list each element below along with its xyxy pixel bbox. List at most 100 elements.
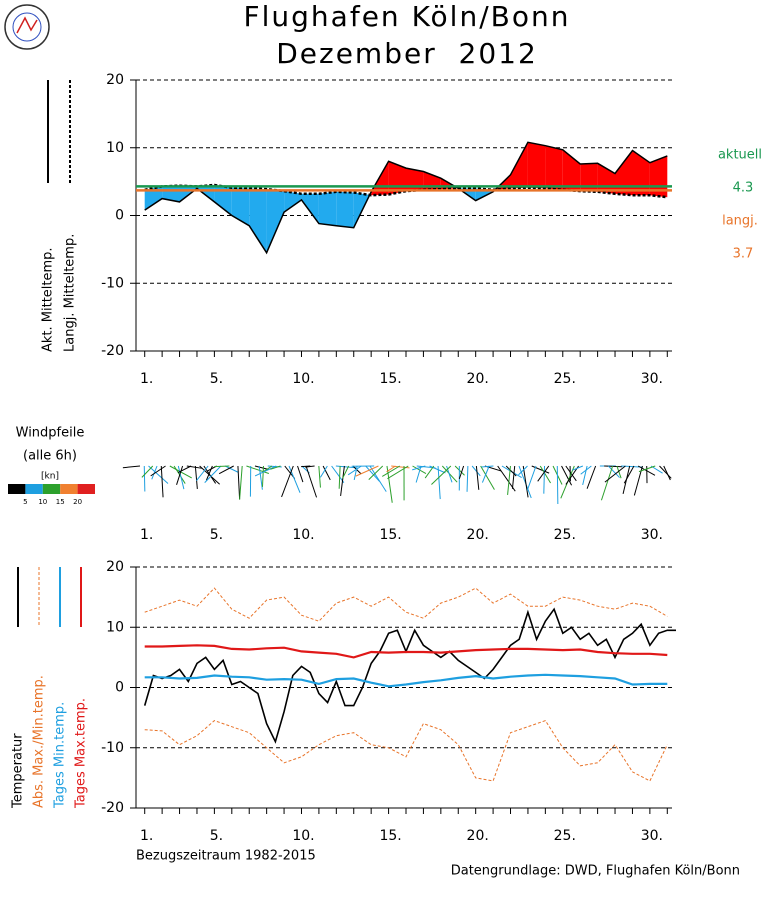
anomaly-fill [301, 193, 319, 224]
wind-arrow [204, 465, 222, 483]
wind-arrow [431, 465, 452, 485]
wind-scale-swatch [60, 484, 78, 494]
title: Flughafen Köln/Bonn [244, 0, 571, 33]
wind-scale-swatch [77, 484, 95, 494]
wind-arrow [663, 465, 671, 481]
anomaly-fill [510, 142, 528, 189]
wind-arrow [353, 465, 358, 481]
series-line [143, 607, 676, 744]
anomaly-fill [249, 188, 267, 253]
wind-arrow [412, 465, 426, 471]
x-tick-label: 1. [140, 828, 153, 844]
wind-title: Windpfeile [16, 426, 85, 441]
wind-arrow [543, 465, 546, 494]
y-tick-label: -10 [101, 740, 124, 756]
anomaly-fill [214, 185, 232, 216]
anomaly-fill [318, 191, 337, 226]
y-tick-label: 10 [106, 140, 124, 156]
mean-value: 4.3 [733, 181, 754, 196]
wind-arrow [582, 465, 588, 486]
wind-arrow [318, 465, 321, 488]
x-tick-label: 25. [554, 371, 576, 387]
wind-arrow [340, 465, 345, 497]
logo-ring [4, 4, 50, 50]
x-tick-label: 25. [554, 828, 576, 844]
wind-arrow [288, 465, 301, 493]
wind-arrow [262, 465, 273, 473]
anomaly-fill [266, 189, 285, 253]
series-line [144, 141, 668, 255]
wind-subtitle: (alle 6h) [23, 449, 77, 464]
x-tick-label: 30. [641, 527, 663, 543]
anomaly-fill [632, 150, 650, 196]
wind-arrow [446, 465, 453, 483]
wind-arrow [600, 465, 614, 501]
wind-unit: [kn] [41, 472, 59, 482]
period-note: Bezugszeitraum 1982-2015 [136, 849, 316, 864]
wind-arrow [261, 465, 264, 487]
logo-inner [12, 12, 42, 42]
wind-arrow [254, 465, 277, 477]
y-tick-label: 20 [106, 559, 124, 575]
wind-arrow [386, 465, 393, 503]
logo [4, 4, 50, 50]
mean-label: langj. [722, 214, 758, 229]
wind-arrow [518, 465, 532, 499]
wind-arrow [608, 465, 620, 478]
logo-mark [16, 16, 38, 34]
wind-arrow [537, 465, 550, 482]
wind-arrow [122, 465, 141, 469]
wind-arrow [505, 465, 517, 477]
x-tick-label: 1. [140, 527, 153, 543]
wind-scale-label: 20 [73, 498, 82, 506]
legend-label: Abs. Max./Min.temp. [32, 675, 47, 808]
wind-arrow [481, 465, 494, 468]
mean-value: 3.7 [733, 247, 754, 262]
wind-arrow [150, 465, 166, 477]
x-tick-label: 1. [140, 371, 153, 387]
wind-arrow [604, 465, 626, 483]
wind-arrow [270, 465, 281, 470]
wind-arrow [638, 465, 656, 473]
wind-arrow [526, 465, 537, 491]
y-tick-label: 0 [115, 680, 124, 696]
wind-scale-swatch [25, 484, 43, 494]
source-note: Datengrundlage: DWD, Flughafen Köln/Bonn [451, 864, 740, 879]
anomaly-fill [562, 149, 581, 192]
wind-arrow [458, 465, 465, 480]
wind-arrow [194, 465, 198, 489]
wind-scale-swatch [42, 484, 61, 494]
wind-arrow [305, 465, 315, 468]
wind-arrow [616, 465, 622, 479]
wind-arrow [481, 465, 490, 483]
wind-scale-label: 15 [56, 498, 65, 506]
wind-arrow [387, 465, 409, 480]
wind-arrow [176, 465, 184, 485]
wind-arrow [297, 465, 304, 483]
wind-arrow [531, 465, 550, 474]
anomaly-fill [545, 145, 563, 190]
anomaly-fill [527, 142, 546, 189]
anomaly-fill [144, 186, 163, 211]
wind-arrow [365, 465, 380, 482]
x-tick-label: 15. [379, 371, 401, 387]
legend-label: Langj. Mitteltemp. [63, 234, 78, 352]
wind-arrow [319, 465, 328, 478]
wind-arrow [539, 465, 552, 484]
wind-arrow [177, 465, 185, 490]
wind-arrow [335, 465, 357, 469]
x-tick-label: 15. [379, 828, 401, 844]
mean-label: aktuell [718, 148, 762, 163]
wind-arrow [258, 465, 263, 490]
x-tick-label: 20. [467, 371, 489, 387]
wind-arrow [143, 465, 146, 492]
wind-arrow [522, 465, 529, 498]
y-tick-label: 10 [106, 619, 124, 635]
wind-arrow [586, 465, 597, 489]
wind-arrow [429, 465, 446, 474]
wind-arrow [151, 465, 158, 480]
wind-arrow [347, 465, 362, 476]
wind-scale-label: 5 [23, 498, 27, 506]
wind-arrow [466, 465, 469, 492]
wind-arrow [572, 465, 584, 471]
